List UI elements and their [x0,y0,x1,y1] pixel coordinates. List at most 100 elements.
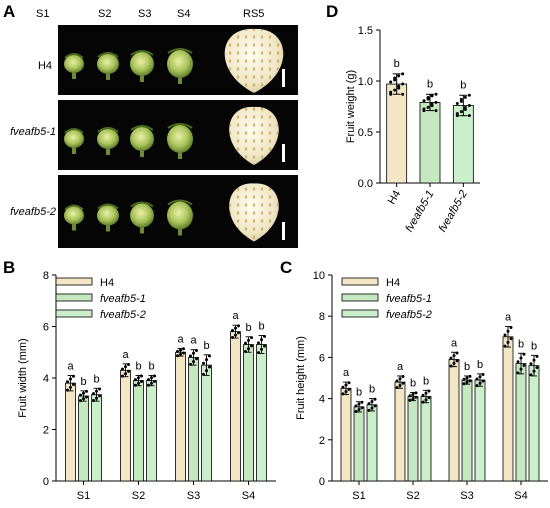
data-point [519,356,523,360]
data-point [247,338,250,342]
bar [386,83,408,184]
data-point [398,377,402,381]
data-point [79,399,82,403]
data-point [66,388,69,392]
scale-bar [282,69,285,87]
legend-label: H4 [386,277,400,289]
fruit-stem [140,225,144,234]
legend-swatch [55,293,93,302]
significance-letter: b [477,359,483,371]
bar [461,379,473,482]
young-fruit [97,129,119,149]
x-tick-label: S3 [460,490,473,502]
young-fruit [167,201,193,230]
data-point [134,378,137,382]
data-point [468,379,472,383]
young-fruit [97,205,119,226]
data-point [475,384,479,388]
data-point [455,351,459,355]
bar [175,351,186,482]
data-point [426,96,430,100]
data-point [516,360,520,364]
data-point [422,107,426,111]
data-point [463,95,467,99]
data-point [85,395,88,399]
fruit-stem [72,146,76,154]
significance-letter: a [397,361,404,373]
data-point [522,363,526,367]
legend-label: fveafb5-1 [100,293,146,305]
data-point [137,376,140,380]
data-point [182,351,185,355]
bar [452,105,474,184]
y-tick-label: 2 [319,435,325,447]
data-point [427,389,431,393]
legend-swatch [55,277,93,286]
significance-letter: a [505,312,512,324]
significance-letter: b [203,340,209,352]
data-point [354,404,358,408]
bar [407,396,419,482]
significance-letter: b [148,360,154,372]
legend-label: H4 [100,277,114,289]
data-point [467,114,471,118]
y-tick-label: 4 [319,394,325,406]
fruit-sepal [64,204,84,211]
y-tick-label: 1.5 [358,25,373,37]
significance-letter: a [343,367,350,379]
data-point [98,387,101,391]
data-point [509,337,513,341]
y-tick-label: 8 [319,311,325,323]
legend-swatch [341,293,379,302]
fruit-stem [178,227,182,236]
data-point [202,361,205,365]
data-point [370,406,374,410]
row-label-fveafb5-1: fveafb5-1 [10,126,56,138]
stage-label-s4: S4 [177,8,191,20]
data-point [357,408,361,412]
x-tick-label: S2 [132,490,145,502]
bar [420,396,432,482]
data-point [134,383,137,387]
data-point [397,84,401,88]
significance-letter: b [518,338,524,350]
data-point [452,354,456,358]
data-point [124,365,127,369]
data-point [195,348,198,352]
data-point [529,373,533,377]
data-point [250,336,253,340]
data-point [367,408,371,412]
data-point [140,374,143,378]
fruit-photo-panel [58,25,298,248]
data-point [389,80,393,84]
panel-letter-d: D [326,2,339,21]
data-point [373,404,377,408]
data-point [69,377,72,381]
significance-letter: a [177,333,184,345]
data-point [237,331,240,335]
data-point [424,391,428,395]
y-tick-label: 1.0 [358,76,373,88]
data-point [411,392,415,396]
significance-letter: b [460,79,466,91]
data-point [421,393,425,397]
significance-letter: a [67,360,74,372]
y-tick-label: 10 [313,270,325,282]
data-point [462,382,466,386]
young-fruit [97,54,119,74]
data-point [234,326,237,330]
data-point [341,385,345,389]
data-point [434,100,438,104]
fruit-stem [72,71,76,79]
data-point [373,397,377,401]
data-point [393,76,397,80]
data-point [344,390,348,394]
bar [146,380,157,482]
fruit-stem [72,222,76,231]
data-point [66,380,69,384]
data-point [427,396,431,400]
data-point [535,354,539,358]
bar [515,363,527,482]
data-point [208,365,211,369]
data-point [347,387,351,391]
